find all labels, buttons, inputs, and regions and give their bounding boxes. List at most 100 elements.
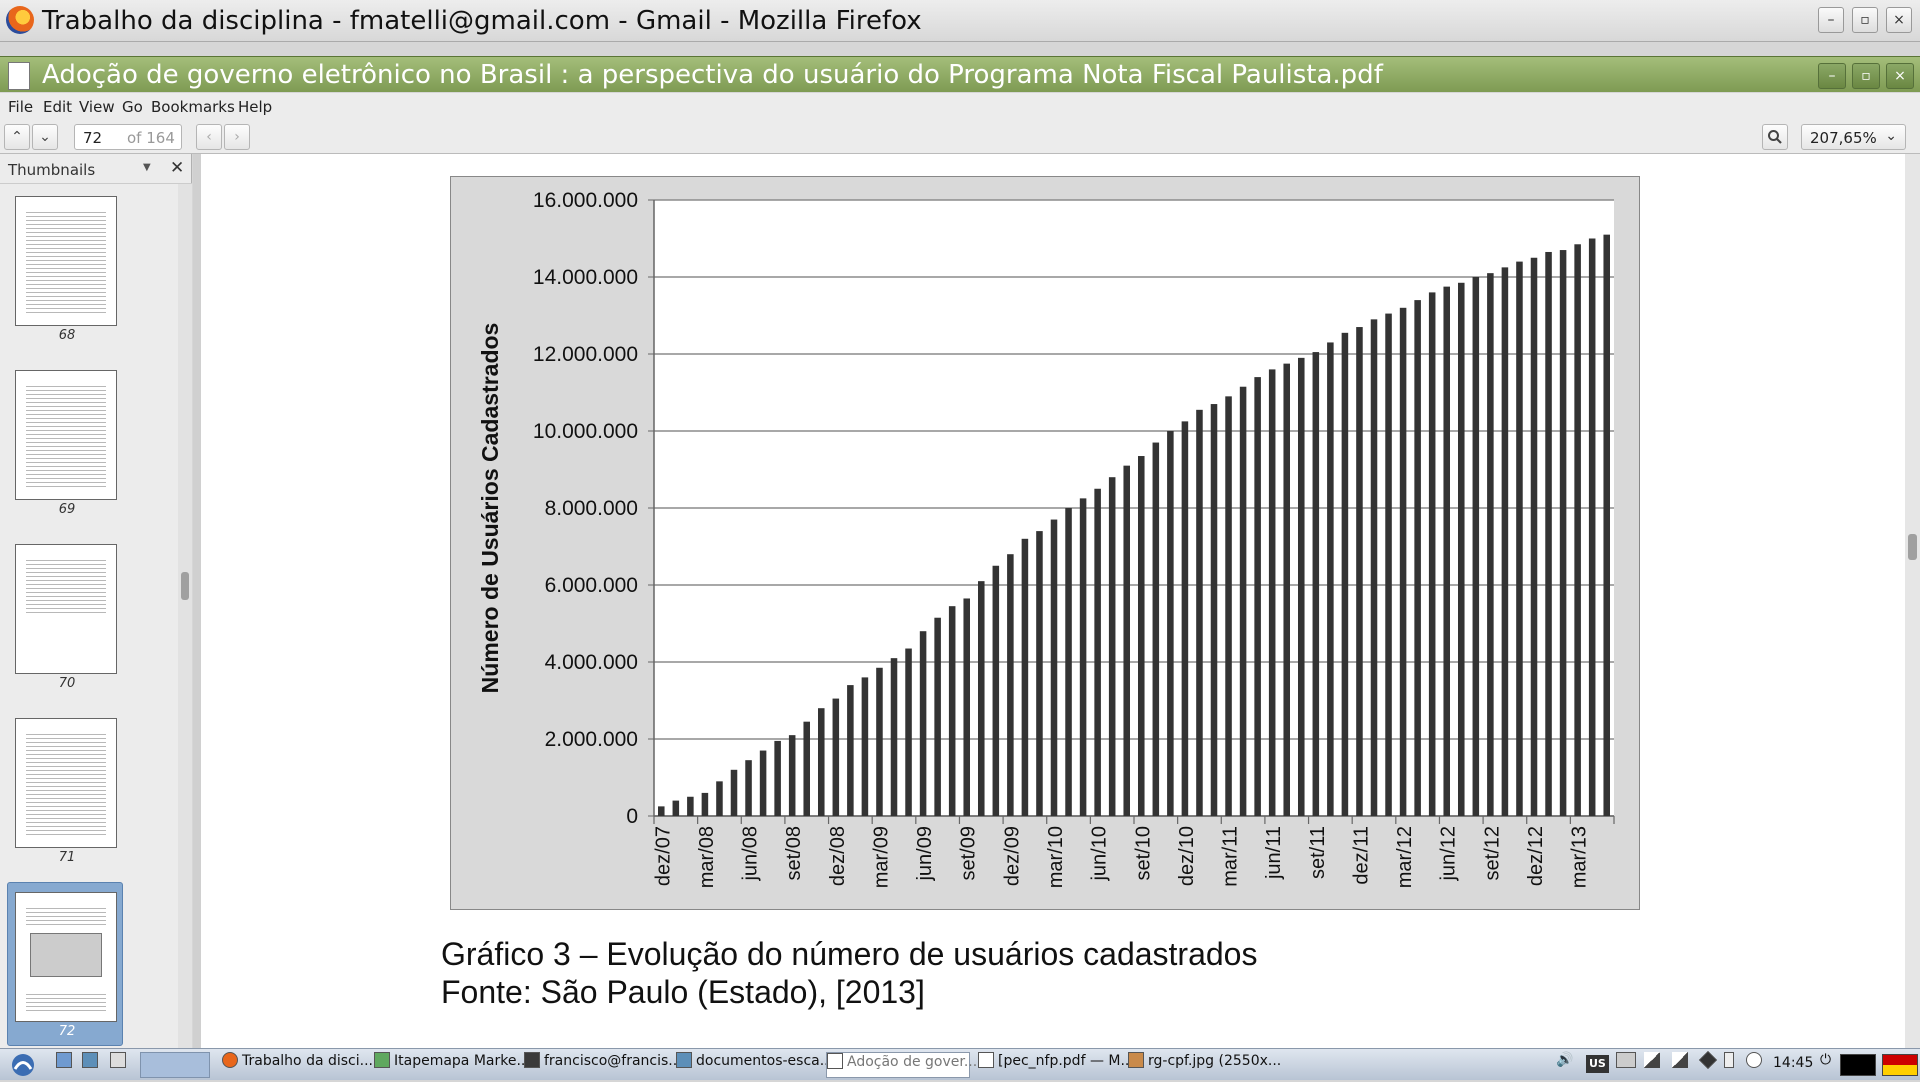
close-icon[interactable]: ✕ xyxy=(170,158,185,178)
task-itapemapa[interactable]: Itapemapa Marke... xyxy=(374,1052,530,1078)
bar xyxy=(1327,342,1334,816)
chevron-down-icon: ⌄ xyxy=(1885,128,1897,144)
menu-go[interactable]: Go xyxy=(122,98,143,116)
signal-icon[interactable] xyxy=(1644,1052,1664,1078)
zoom-select[interactable]: 207,65% ⌄ xyxy=(1801,124,1906,150)
power-icon[interactable]: ⏻ xyxy=(1820,1052,1832,1068)
task-documents-folder[interactable]: documentos-esca... xyxy=(676,1052,833,1078)
bar xyxy=(1108,477,1116,816)
keyboard-layout[interactable]: US xyxy=(1586,1055,1609,1073)
menu-view[interactable]: View xyxy=(79,98,115,116)
bar xyxy=(1050,519,1058,816)
keyboard-icon[interactable] xyxy=(1616,1052,1640,1078)
task-evince-active[interactable]: Adoção de gover... xyxy=(826,1052,977,1078)
thumbnail-label: 71 xyxy=(58,850,76,865)
x-tick-label: dez/10 xyxy=(1176,826,1198,886)
menu-file[interactable]: File xyxy=(8,98,34,116)
firefox-icon xyxy=(222,1052,238,1068)
bar xyxy=(818,708,825,816)
show-desktop-icon[interactable] xyxy=(56,1052,76,1078)
evince-maximize-button[interactable]: ▫ xyxy=(1852,63,1880,89)
y-tick-label: 2.000.000 xyxy=(545,728,638,751)
bar xyxy=(1210,404,1218,816)
bar xyxy=(1428,292,1436,816)
bar xyxy=(730,769,738,816)
menu-help[interactable]: Help xyxy=(238,98,273,116)
bar xyxy=(1516,261,1523,817)
x-tick-label: dez/07 xyxy=(652,826,674,886)
volume-icon[interactable]: 🔊 xyxy=(1556,1052,1574,1068)
clock-icon[interactable] xyxy=(1746,1052,1766,1078)
firefox-icon xyxy=(6,6,34,34)
document-icon xyxy=(8,62,30,90)
x-tick-label: mar/09 xyxy=(870,826,892,888)
document-scroll-thumb[interactable] xyxy=(1908,534,1917,560)
bar-chart: 0 2.000.000 4.000.000 6.000.000 8.000.000 10.… xyxy=(477,189,1615,888)
file-manager-icon[interactable] xyxy=(82,1052,102,1078)
thumbnail-page-69[interactable] xyxy=(15,370,117,500)
thumbnail-page-72[interactable] xyxy=(15,892,117,1022)
bar xyxy=(1545,251,1552,817)
thumbnail-label: 69 xyxy=(58,502,76,517)
flag-icon[interactable] xyxy=(1882,1054,1918,1076)
x-tick-label: set/12 xyxy=(1481,826,1503,880)
sidebar-mode-select[interactable]: Thumbnails xyxy=(8,161,96,179)
evince-close-button[interactable]: × xyxy=(1886,63,1914,89)
workspace-preview[interactable] xyxy=(1840,1054,1876,1076)
sidebar-scroll-thumb[interactable] xyxy=(181,572,189,600)
sidebar-scrollbar[interactable] xyxy=(178,184,192,1048)
thumbnail-page-68[interactable] xyxy=(15,196,117,326)
image-icon xyxy=(1128,1052,1144,1068)
dropbox-icon[interactable] xyxy=(1698,1050,1720,1078)
next-page-button[interactable]: ⌄ xyxy=(32,124,58,150)
previous-page-button[interactable]: ⌃ xyxy=(4,124,30,150)
bar xyxy=(1225,396,1232,816)
document-scrollbar[interactable] xyxy=(1905,154,1920,1048)
network-icon[interactable] xyxy=(1672,1052,1692,1078)
search-icon xyxy=(1768,130,1782,144)
task-pdf[interactable]: [pec_nfp.pdf — M... xyxy=(978,1052,1134,1078)
bar xyxy=(1356,327,1363,816)
bar xyxy=(948,606,956,816)
bar xyxy=(658,806,665,816)
history-forward-button[interactable]: › xyxy=(224,124,250,150)
start-menu-button[interactable] xyxy=(6,1052,46,1078)
history-back-button[interactable]: ‹ xyxy=(196,124,222,150)
bar xyxy=(847,685,854,816)
bar xyxy=(1298,357,1305,816)
firefox-close-button[interactable]: × xyxy=(1886,7,1912,33)
thumbnails-sidebar: Thumbnails ▼ ✕ 68 69 70 71 72 xyxy=(0,154,192,1048)
workspace-1[interactable] xyxy=(140,1052,210,1078)
page-number-field[interactable]: 72 of 164 xyxy=(74,124,182,150)
x-tick-label: mar/12 xyxy=(1394,826,1416,888)
document-icon xyxy=(827,1053,843,1069)
terminal-launcher-icon[interactable] xyxy=(110,1052,130,1078)
menu-edit[interactable]: Edit xyxy=(43,98,73,116)
folder-icon xyxy=(676,1052,692,1068)
menu-bookmarks[interactable]: Bookmarks xyxy=(151,98,235,116)
firefox-minimize-button[interactable]: – xyxy=(1818,7,1844,33)
firefox-maximize-button[interactable]: ▫ xyxy=(1852,7,1878,33)
toolbar: ⌃ ⌄ 72 of 164 ‹ › 207,65% ⌄ xyxy=(0,120,1920,154)
bar xyxy=(1181,421,1189,816)
figure-caption: Gráfico 3 – Evolução do número de usuári… xyxy=(441,936,1258,972)
bar xyxy=(876,667,883,816)
start-icon xyxy=(12,1054,34,1076)
y-tick-label: 10.000.000 xyxy=(533,420,638,443)
task-image-viewer[interactable]: rg-cpf.jpg (2550x... xyxy=(1128,1052,1281,1078)
x-tick-label: set/09 xyxy=(958,826,980,880)
dropdown-arrow-icon[interactable]: ▼ xyxy=(143,162,151,173)
bar xyxy=(1021,538,1029,816)
bar xyxy=(992,565,1000,816)
evince-minimize-button[interactable]: – xyxy=(1818,63,1846,89)
bar xyxy=(687,796,694,816)
task-terminal[interactable]: francisco@francis... xyxy=(524,1052,682,1078)
task-firefox[interactable]: Trabalho da disci... xyxy=(222,1052,373,1078)
bar xyxy=(1094,488,1101,816)
thumbnail-page-70[interactable] xyxy=(15,544,117,674)
battery-icon[interactable] xyxy=(1724,1052,1738,1078)
find-button[interactable] xyxy=(1762,124,1788,150)
menubar: File Edit View Go Bookmarks Help xyxy=(0,93,1920,120)
thumbnail-page-71[interactable] xyxy=(15,718,117,848)
y-tick-label: 4.000.000 xyxy=(545,651,638,674)
